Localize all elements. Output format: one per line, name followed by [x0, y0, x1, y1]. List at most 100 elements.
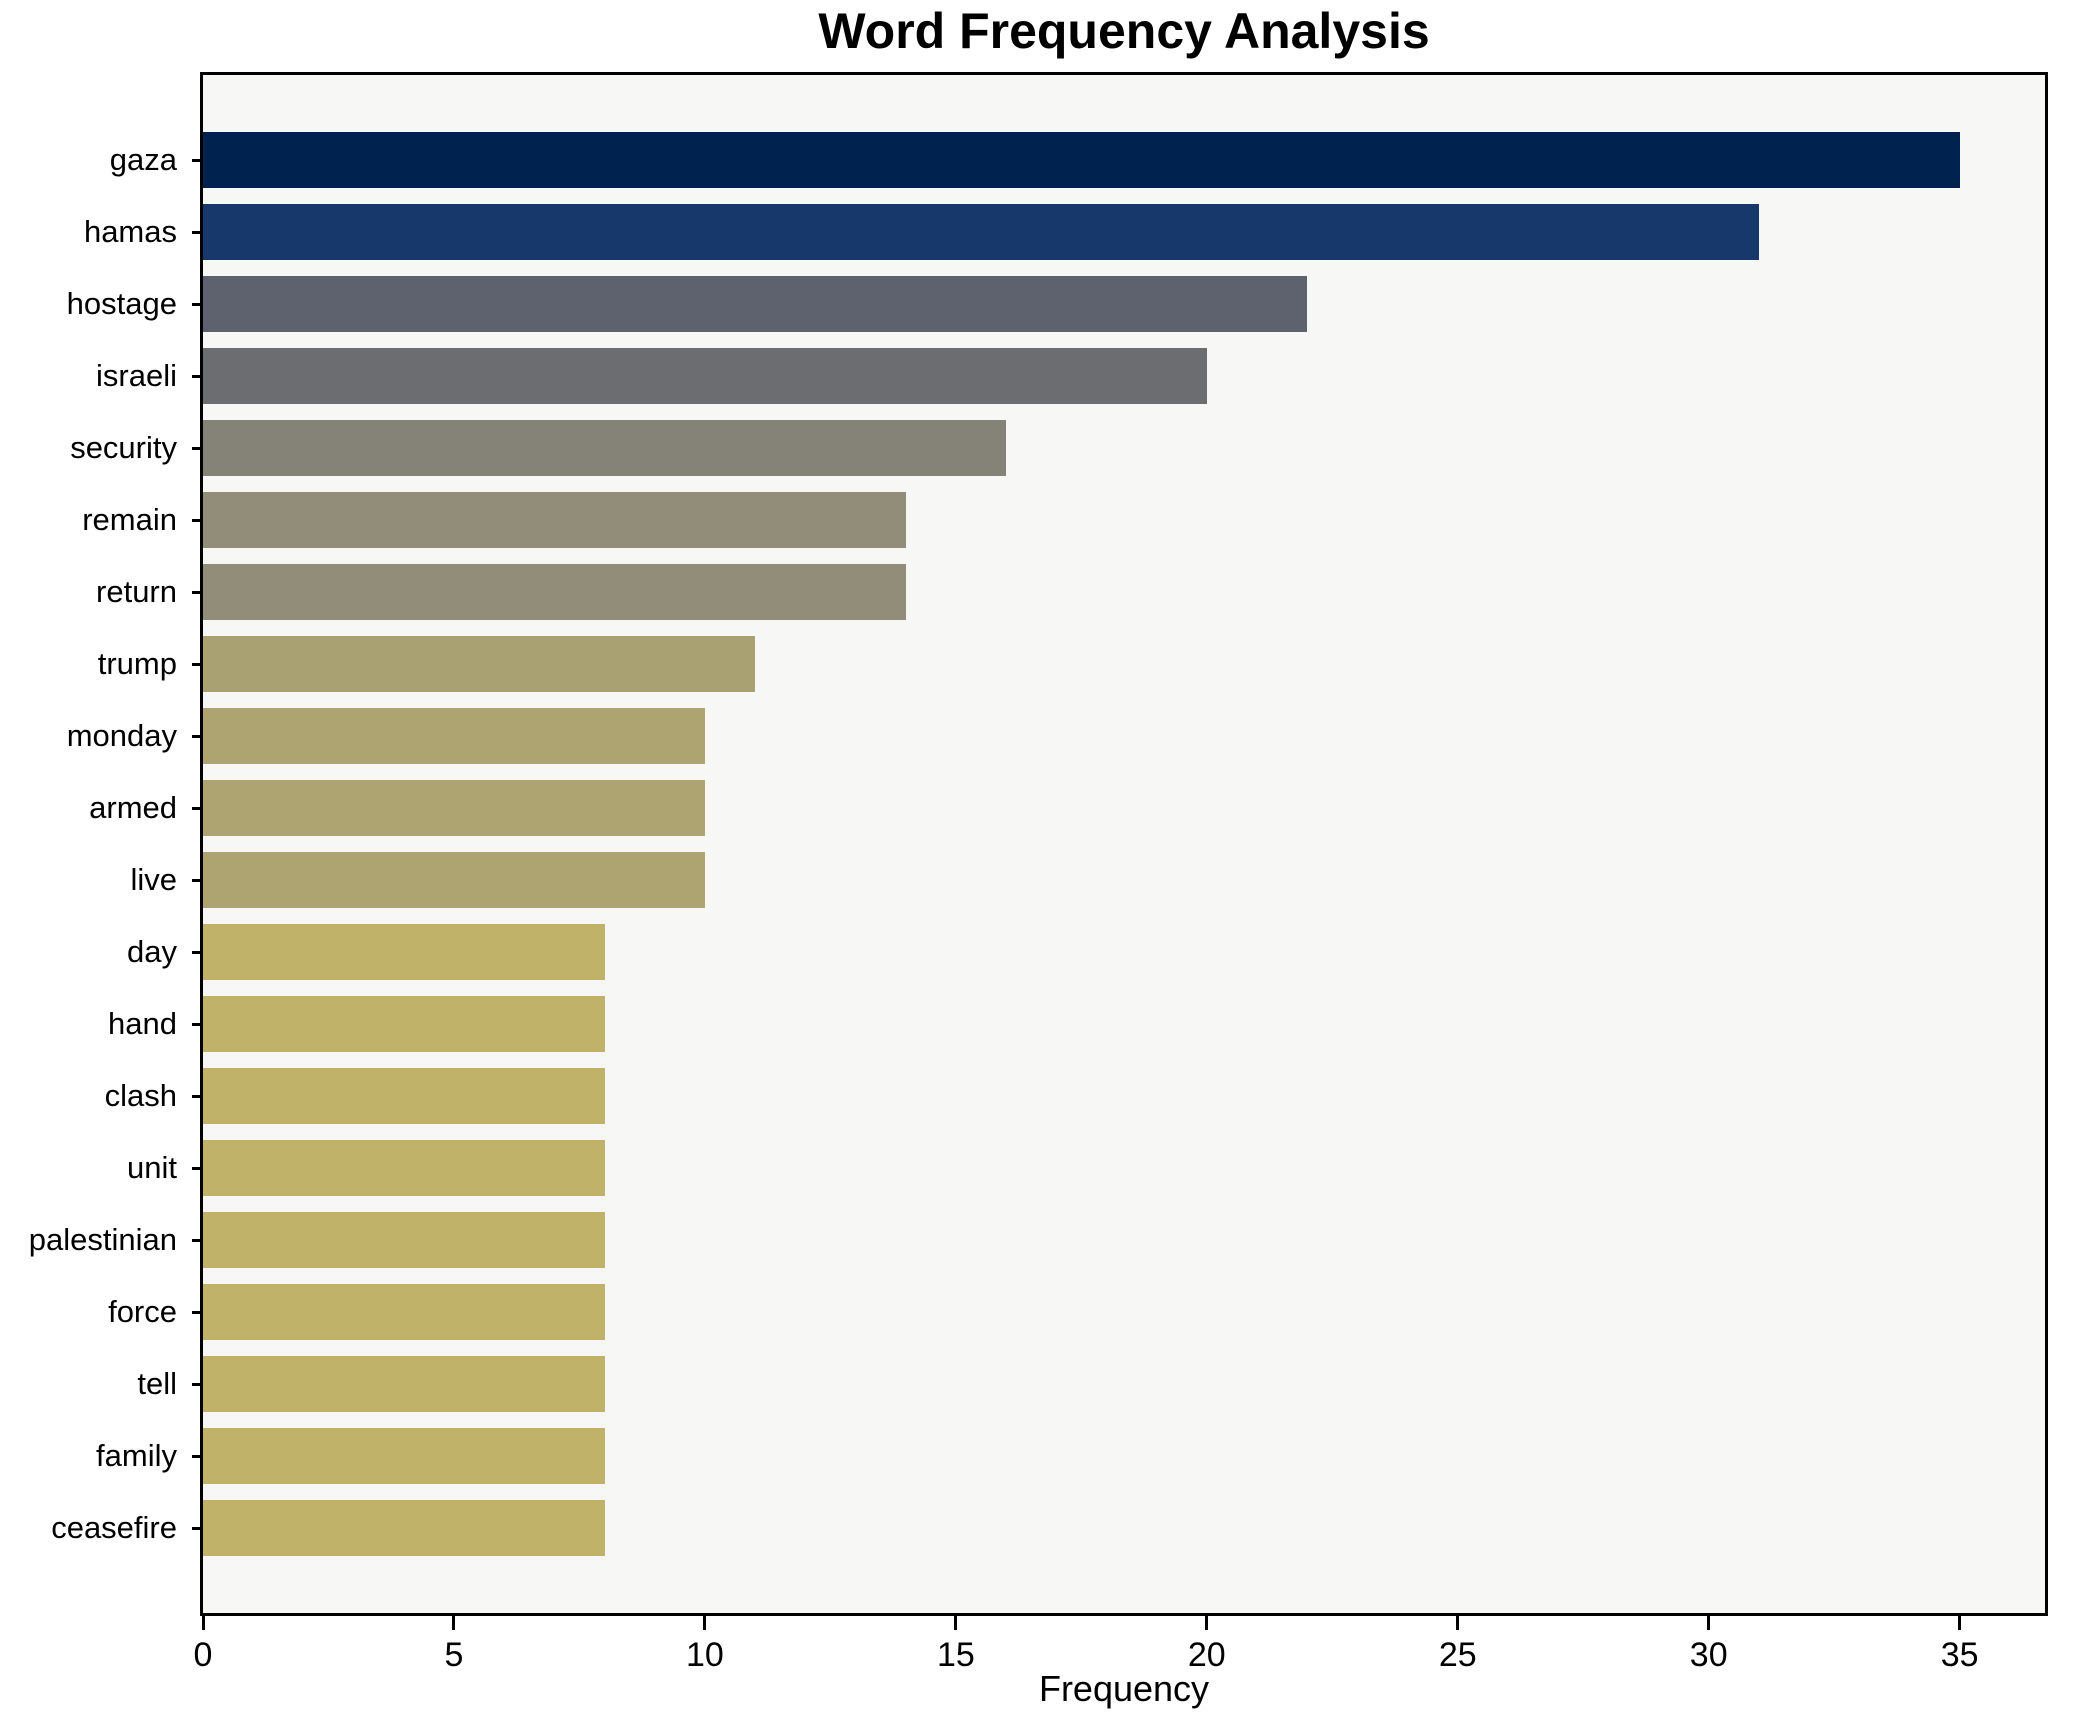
y-tick-label: gaza [109, 142, 177, 177]
bar-row: unit [0, 1140, 2048, 1196]
y-tick-label: remain [82, 502, 177, 537]
x-tick-label: 0 [193, 1636, 213, 1674]
y-tick-mark [192, 662, 200, 666]
x-tick-mark [1205, 1616, 1209, 1630]
bar-hamas [203, 204, 1759, 260]
bar-trump [203, 636, 755, 692]
y-tick-mark [192, 1166, 200, 1170]
y-tick-label: hostage [66, 286, 177, 321]
bar-return [203, 564, 906, 620]
bar-row: tell [0, 1356, 2048, 1412]
bar-row: family [0, 1428, 2048, 1484]
x-tick-label: 10 [685, 1636, 724, 1674]
bar-row: hostage [0, 276, 2048, 332]
y-tick-label: armed [89, 790, 177, 825]
bar-monday [203, 708, 705, 764]
bar-israeli [203, 348, 1207, 404]
bar-row: hamas [0, 204, 2048, 260]
bars-container: gaza hamas hostage israeli security remain ret… [0, 75, 2048, 1613]
y-tick-mark [192, 734, 200, 738]
y-tick-label: israeli [96, 358, 177, 393]
x-tick-mark [1456, 1616, 1460, 1630]
y-tick-mark [192, 374, 200, 378]
x-tick-mark [954, 1616, 958, 1630]
y-tick-label: force [108, 1294, 177, 1329]
x-tick-mark [1958, 1616, 1962, 1630]
bar-row: live [0, 852, 2048, 908]
y-tick-mark [192, 1022, 200, 1026]
x-tick-mark [201, 1616, 205, 1630]
x-tick-label: 20 [1187, 1636, 1226, 1674]
bar-row: palestinian [0, 1212, 2048, 1268]
bar-unit [203, 1140, 605, 1196]
y-tick-mark [192, 446, 200, 450]
x-tick-mark [452, 1616, 456, 1630]
y-tick-label: tell [137, 1366, 177, 1401]
bar-row: ceasefire [0, 1500, 2048, 1556]
y-tick-label: hand [108, 1006, 177, 1041]
y-tick-mark [192, 230, 200, 234]
y-tick-mark [192, 1454, 200, 1458]
bar-clash [203, 1068, 605, 1124]
y-tick-label: return [96, 574, 177, 609]
bar-row: gaza [0, 132, 2048, 188]
bar-hand [203, 996, 605, 1052]
y-tick-label: live [130, 862, 177, 897]
y-tick-mark [192, 158, 200, 162]
bar-hostage [203, 276, 1307, 332]
y-tick-mark [192, 1526, 200, 1530]
y-tick-mark [192, 302, 200, 306]
bar-row: force [0, 1284, 2048, 1340]
y-tick-label: clash [104, 1078, 177, 1113]
bar-row: trump [0, 636, 2048, 692]
y-tick-label: security [70, 430, 177, 465]
bar-row: remain [0, 492, 2048, 548]
bar-row: security [0, 420, 2048, 476]
x-axis: 0 5 10 15 20 25 30 35 [194, 1616, 2045, 1686]
bar-armed [203, 780, 705, 836]
bar-family [203, 1428, 605, 1484]
bar-tell [203, 1356, 605, 1412]
y-tick-label: ceasefire [51, 1510, 177, 1545]
bar-row: israeli [0, 348, 2048, 404]
y-tick-mark [192, 1094, 200, 1098]
bar-row: day [0, 924, 2048, 980]
chart-title: Word Frequency Analysis [818, 3, 1430, 59]
bar-row: return [0, 564, 2048, 620]
bar-force [203, 1284, 605, 1340]
y-tick-label: trump [97, 646, 177, 681]
bar-ceasefire [203, 1500, 605, 1556]
bar-remain [203, 492, 906, 548]
y-tick-mark [192, 1238, 200, 1242]
y-tick-mark [192, 806, 200, 810]
x-axis-label: Frequency [1038, 1668, 1210, 1709]
y-tick-mark [192, 878, 200, 882]
x-tick-label: 25 [1438, 1636, 1477, 1674]
y-tick-label: monday [66, 718, 177, 753]
bar-row: clash [0, 1068, 2048, 1124]
bar-day [203, 924, 605, 980]
bar-live [203, 852, 705, 908]
x-tick-mark [1707, 1616, 1711, 1630]
y-tick-label: hamas [83, 214, 177, 249]
x-tick-mark [703, 1616, 707, 1630]
y-tick-mark [192, 1382, 200, 1386]
y-tick-label: unit [127, 1150, 177, 1185]
bar-row: hand [0, 996, 2048, 1052]
x-tick-label: 30 [1689, 1636, 1728, 1674]
y-tick-label: palestinian [28, 1222, 177, 1257]
x-tick-label: 35 [1940, 1636, 1979, 1674]
bar-security [203, 420, 1006, 476]
y-tick-mark [192, 1310, 200, 1314]
bar-row: monday [0, 708, 2048, 764]
y-tick-mark [192, 518, 200, 522]
bar-row: armed [0, 780, 2048, 836]
y-tick-mark [192, 950, 200, 954]
bar-gaza [203, 132, 1960, 188]
bar-palestinian [203, 1212, 605, 1268]
y-tick-label: family [96, 1438, 177, 1473]
x-tick-label: 5 [444, 1636, 464, 1674]
x-tick-label: 15 [936, 1636, 975, 1674]
y-tick-mark [192, 590, 200, 594]
y-tick-label: day [127, 934, 177, 969]
